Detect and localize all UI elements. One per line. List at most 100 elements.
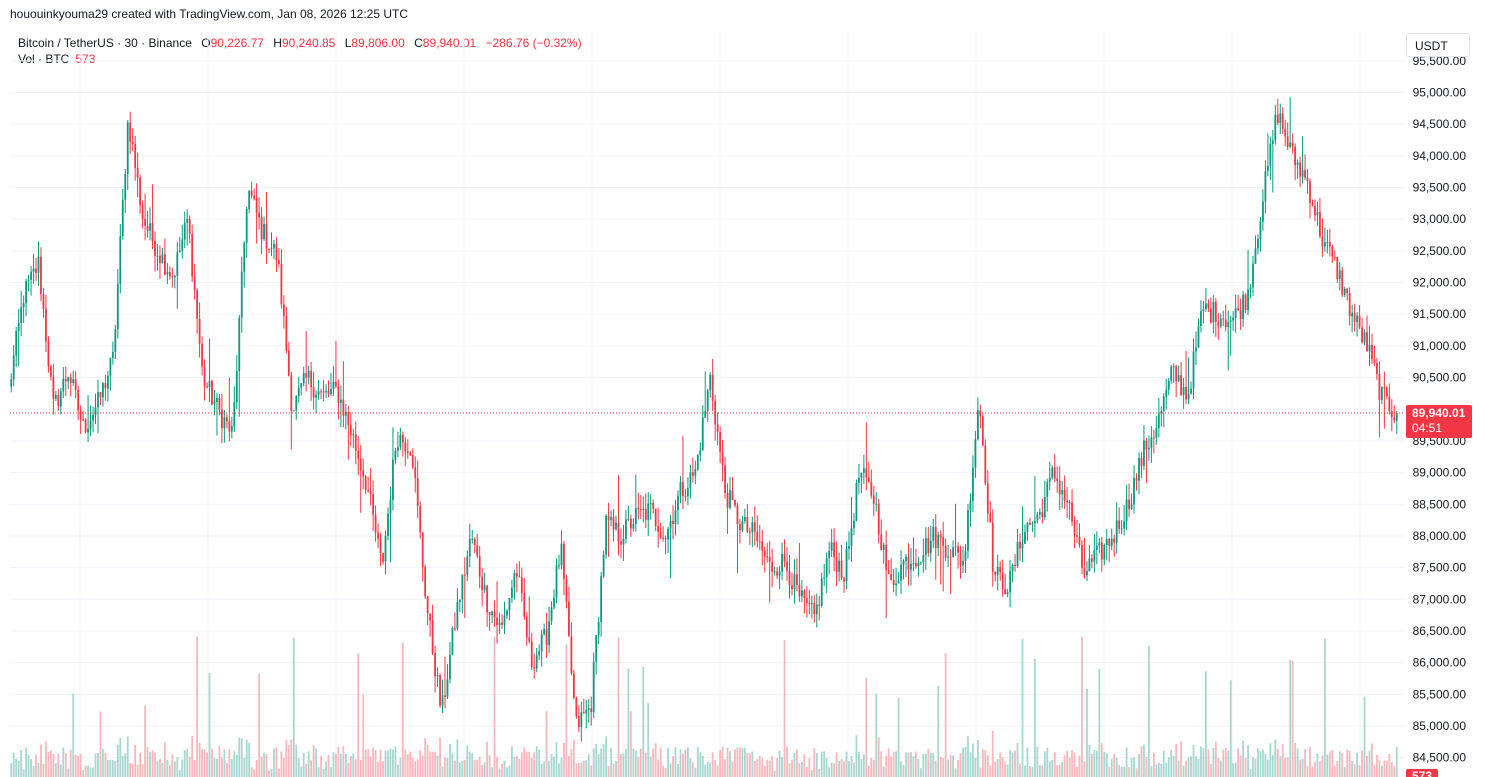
candle-body [1160,411,1163,414]
candle-body [183,222,186,240]
candle-body [1262,201,1264,222]
candle-body [1140,457,1143,466]
volume-bar [615,760,617,777]
candle-body [949,556,952,558]
volume-bar [64,753,67,777]
volume-bar [907,752,910,777]
candle-body [964,550,967,561]
currency-selector[interactable]: USDT [1406,33,1470,57]
volume-bar [595,743,598,777]
candle-body [577,715,580,727]
candle-body [156,255,159,257]
volume-bar [1299,760,1301,777]
candle-body [1103,544,1106,560]
volume-bar [1348,750,1351,777]
y-tick-label: 86,500.00 [1413,624,1467,638]
candle-body [384,535,387,562]
volume-label[interactable]: Vol · BTC [18,52,70,66]
symbol-title[interactable]: Bitcoin / TetherUS · 30 · Binance [18,36,192,50]
volume-bar [771,756,774,777]
volume-bar [230,759,233,777]
candle-body [625,519,627,540]
volume-bar [486,741,489,777]
candle-body [69,377,72,384]
volume-bar [1016,742,1019,777]
last-price-badge [1406,405,1472,439]
candle-body [662,537,665,539]
volume-bar [1351,761,1354,777]
volume-bar [240,738,243,777]
volume-bar [773,770,776,777]
volume-bar [1366,755,1368,777]
volume-bar [1138,754,1140,777]
candle-body [709,374,712,391]
volume-bar [141,763,144,777]
volume-bar [320,756,322,777]
candle-body [59,391,62,407]
volume-bar [238,737,241,777]
candle-body [1229,320,1232,322]
candle-body [892,579,895,586]
candle-body [310,370,313,388]
candle-body [32,268,35,272]
candle-body [451,628,454,655]
volume-bar [1242,740,1244,777]
volume-bar [1346,749,1349,777]
candle-body [198,318,201,344]
volume-bar [830,762,833,777]
volume-bar [107,760,109,777]
volume-bar [305,763,308,777]
candle-body [82,419,85,421]
candle-body [1177,375,1180,382]
candle-body [1071,502,1073,522]
volume-bar [1006,764,1009,777]
volume-bar [1209,764,1212,777]
volume-bar [1247,744,1249,777]
volume-bar [211,748,213,777]
candle-body [15,330,18,356]
candle-body [243,242,246,272]
candle-body [493,611,496,618]
candle-body [64,378,67,382]
candle-body [1338,270,1341,279]
candle-body [1301,170,1304,177]
volume-bar [330,767,332,777]
volume-bar [1229,680,1232,777]
candle-body [206,386,208,388]
volume-bar [312,745,315,777]
candle-body [629,518,632,529]
volume-bar [406,753,409,777]
candle-body [173,275,176,278]
volume-bar [664,767,667,777]
candle-body [520,577,523,594]
volume-bar [248,742,251,777]
volume-bar [1143,744,1145,777]
candle-body [104,383,107,389]
volume-bar [1182,765,1185,777]
volume-bar [235,754,238,777]
volume-bar [1150,765,1153,777]
candle-body [771,561,774,572]
volume-bar [1395,747,1398,777]
volume-bar [25,747,28,777]
y-tick-label: 91,000.00 [1413,339,1467,353]
candle-body [922,554,925,563]
candle-body [1395,413,1398,421]
volume-bar [783,640,786,777]
volume-bar [225,762,228,777]
candle-body [719,432,722,452]
candle-body [327,390,330,395]
high-value: 90,240.85 [281,36,336,50]
volume-bar [513,757,516,777]
volume-bar [1068,757,1071,777]
candle-body [178,250,181,253]
candle-body [912,563,915,565]
candle-body [463,574,466,576]
candle-body [957,546,959,553]
volume-bar [352,753,355,777]
volume-bar [389,748,392,777]
volume-bar [424,738,427,777]
volume-bars [10,637,1398,777]
volume-bar [600,748,603,777]
